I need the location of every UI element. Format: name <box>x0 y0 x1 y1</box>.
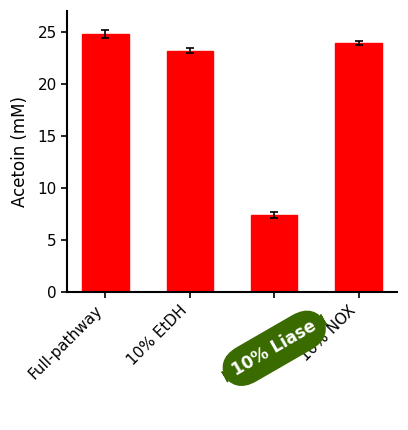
Bar <box>166 51 213 292</box>
Bar <box>335 43 382 292</box>
Bar <box>251 215 297 292</box>
Bar <box>82 34 129 292</box>
Text: 10% Liase: 10% Liase <box>229 317 319 380</box>
Y-axis label: Acetoin (mM): Acetoin (mM) <box>11 96 29 207</box>
